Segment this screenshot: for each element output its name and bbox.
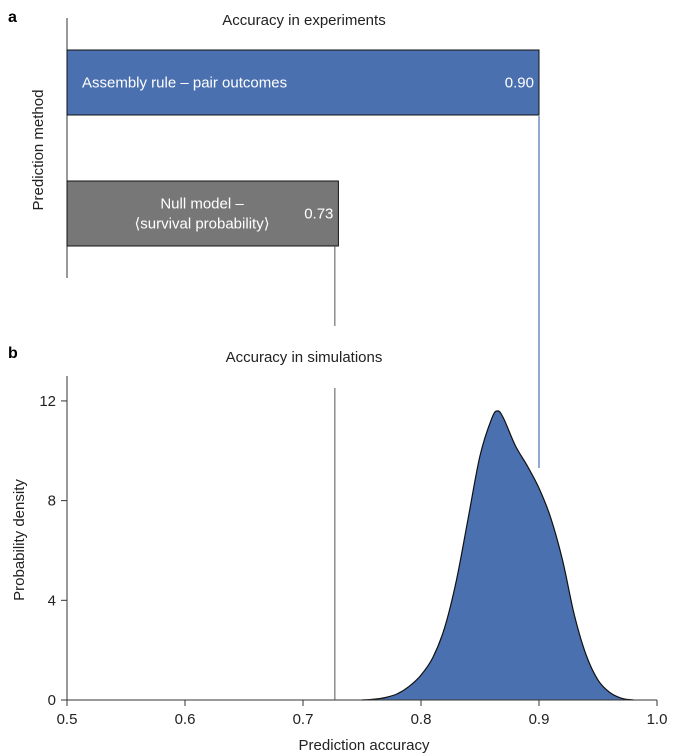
density-area bbox=[362, 410, 634, 700]
x-tick-label-1: 0.6 bbox=[175, 711, 196, 728]
panel-b-axes: 0.5 0.6 0.7 0.8 0.9 1.0 0 4 8 12 bbox=[39, 376, 667, 728]
panel-a-bars: Assembly rule – pair outcomes 0.90 Null mo… bbox=[66, 49, 540, 247]
panel-b-density bbox=[361, 410, 634, 701]
bar-0-value-label: 0.90 bbox=[505, 75, 534, 92]
y-tick-label-2: 8 bbox=[48, 493, 56, 510]
x-tick-label-4: 0.9 bbox=[529, 711, 550, 728]
panel-a: a Accuracy in experiments Prediction met… bbox=[8, 9, 540, 278]
bar-1-value-label: 0.73 bbox=[304, 206, 333, 223]
panel-letter-b: b bbox=[8, 345, 18, 362]
density-outline bbox=[361, 410, 634, 701]
y-tick-label-0: 0 bbox=[48, 692, 56, 709]
y-tick-label-3: 12 bbox=[39, 393, 56, 410]
panel-a-title: Accuracy in experiments bbox=[222, 12, 385, 29]
bar-1 bbox=[66, 180, 339, 247]
panel-b-y-axis-label: Probability density bbox=[11, 479, 28, 601]
panel-b-title: Accuracy in simulations bbox=[226, 349, 383, 366]
x-tick-label-5: 1.0 bbox=[647, 711, 668, 728]
x-tick-label-0: 0.5 bbox=[57, 711, 78, 728]
x-tick-label-2: 0.7 bbox=[293, 711, 314, 728]
panel-a-y-axis-label: Prediction method bbox=[30, 90, 47, 211]
panel-b-x-axis-label: Prediction accuracy bbox=[299, 737, 430, 754]
reference-lines bbox=[334, 116, 540, 700]
bar-0-category-label: Assembly rule – pair outcomes bbox=[82, 75, 287, 92]
panel-b: b Accuracy in simulations Probability de… bbox=[8, 345, 667, 754]
bar-1-category-label: ⟨survival probability⟩ bbox=[134, 216, 269, 233]
bar-1-category-label: Null model – bbox=[160, 196, 244, 213]
y-tick-label-1: 4 bbox=[48, 592, 56, 609]
panel-letter-a: a bbox=[8, 9, 17, 26]
x-tick-label-3: 0.8 bbox=[411, 711, 432, 728]
bar-0 bbox=[66, 49, 540, 116]
